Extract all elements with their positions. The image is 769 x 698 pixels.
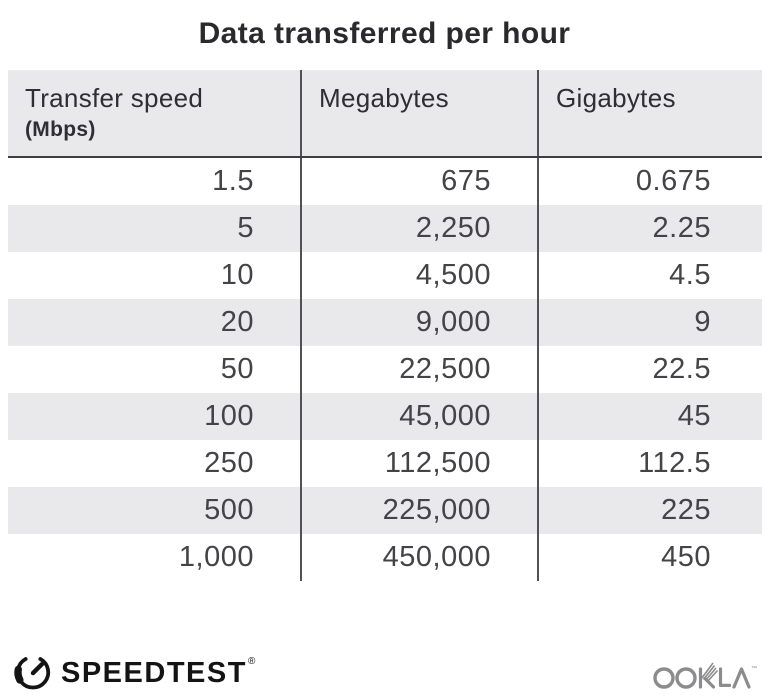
cell-gigabytes: 450 <box>661 541 711 573</box>
table-row: 5 2,250 2.25 <box>8 205 762 252</box>
ookla-logo: ™ <box>653 661 757 691</box>
speedtest-wordmark: SPEEDTEST <box>61 657 247 689</box>
table-body: 1.5 675 0.675 5 2,250 2.25 10 4,500 4.5 … <box>8 158 762 581</box>
cell-megabytes: 112,500 <box>302 440 539 487</box>
cell-speed: 10 <box>8 252 302 299</box>
table-row: 1,000 450,000 450 <box>8 534 762 581</box>
speedtest-logo: SPEEDTEST ® <box>12 650 256 697</box>
header-megabytes: Megabytes <box>302 70 539 156</box>
cell-megabytes: 675 <box>302 158 539 205</box>
table-row: 250 112,500 112.5 <box>8 440 762 487</box>
table-header-row: Transfer speed (Mbps) Megabytes Gigabyte… <box>8 70 762 158</box>
cell-gigabytes: 225 <box>661 494 711 526</box>
cell-speed: 50 <box>8 346 302 393</box>
footer: SPEEDTEST ® ™ <box>0 648 769 698</box>
header-transfer-speed-unit: (Mbps) <box>25 118 96 141</box>
cell-megabytes: 4,500 <box>302 252 539 299</box>
cell-speed: 250 <box>8 440 302 487</box>
header-gigabytes-label: Gigabytes <box>556 83 676 113</box>
cell-megabytes: 45,000 <box>302 393 539 440</box>
page-title: Data transferred per hour <box>198 17 571 50</box>
cell-megabytes: 22,500 <box>302 346 539 393</box>
cell-gigabytes: 0.675 <box>635 165 711 197</box>
cell-speed: 20 <box>8 299 302 346</box>
table-row: 500 225,000 225 <box>8 487 762 534</box>
table-row: 50 22,500 22.5 <box>8 346 762 393</box>
cell-gigabytes: 22.5 <box>652 353 711 385</box>
cell-gigabytes: 9 <box>694 306 711 338</box>
cell-speed: 500 <box>8 487 302 534</box>
cell-gigabytes: 45 <box>677 400 711 432</box>
cell-speed: 5 <box>8 205 302 252</box>
cell-speed: 1.5 <box>8 158 302 205</box>
trademark-symbol: ™ <box>751 665 757 672</box>
ookla-wordmark-icon: ™ <box>653 662 757 689</box>
table-row: 10 4,500 4.5 <box>8 252 762 299</box>
header-gigabytes: Gigabytes <box>539 70 760 156</box>
data-table: Transfer speed (Mbps) Megabytes Gigabyte… <box>8 70 762 581</box>
cell-speed: 100 <box>8 393 302 440</box>
table-row: 20 9,000 9 <box>8 299 762 346</box>
registered-trademark-symbol: ® <box>247 656 256 667</box>
speedtest-gauge-icon <box>12 650 54 697</box>
cell-gigabytes: 112.5 <box>638 447 711 479</box>
header-megabytes-label: Megabytes <box>319 83 449 113</box>
cell-megabytes: 2,250 <box>302 205 539 252</box>
cell-gigabytes: 4.5 <box>669 259 711 291</box>
cell-speed: 1,000 <box>8 534 302 581</box>
cell-megabytes: 9,000 <box>302 299 539 346</box>
table-row: 100 45,000 45 <box>8 393 762 440</box>
cell-megabytes: 450,000 <box>302 534 539 581</box>
table-row: 1.5 675 0.675 <box>8 158 762 205</box>
cell-gigabytes: 2.25 <box>652 212 711 244</box>
cell-megabytes: 225,000 <box>302 487 539 534</box>
header-transfer-speed: Transfer speed (Mbps) <box>8 70 302 156</box>
header-transfer-speed-label: Transfer speed <box>25 83 204 113</box>
